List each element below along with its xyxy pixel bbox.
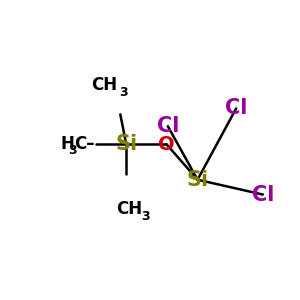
Text: 3: 3 <box>119 85 128 98</box>
Text: Si: Si <box>115 134 137 154</box>
Text: O: O <box>158 135 175 154</box>
Text: 3: 3 <box>68 143 77 157</box>
Text: Si: Si <box>187 170 208 190</box>
Text: CH: CH <box>91 76 117 94</box>
Text: CH: CH <box>116 200 142 218</box>
Text: 3: 3 <box>141 210 150 224</box>
Text: Cl: Cl <box>225 98 248 118</box>
Text: C–: C– <box>74 135 95 153</box>
Text: H: H <box>61 135 75 153</box>
Text: Cl: Cl <box>157 116 179 136</box>
Text: Cl: Cl <box>252 184 274 205</box>
